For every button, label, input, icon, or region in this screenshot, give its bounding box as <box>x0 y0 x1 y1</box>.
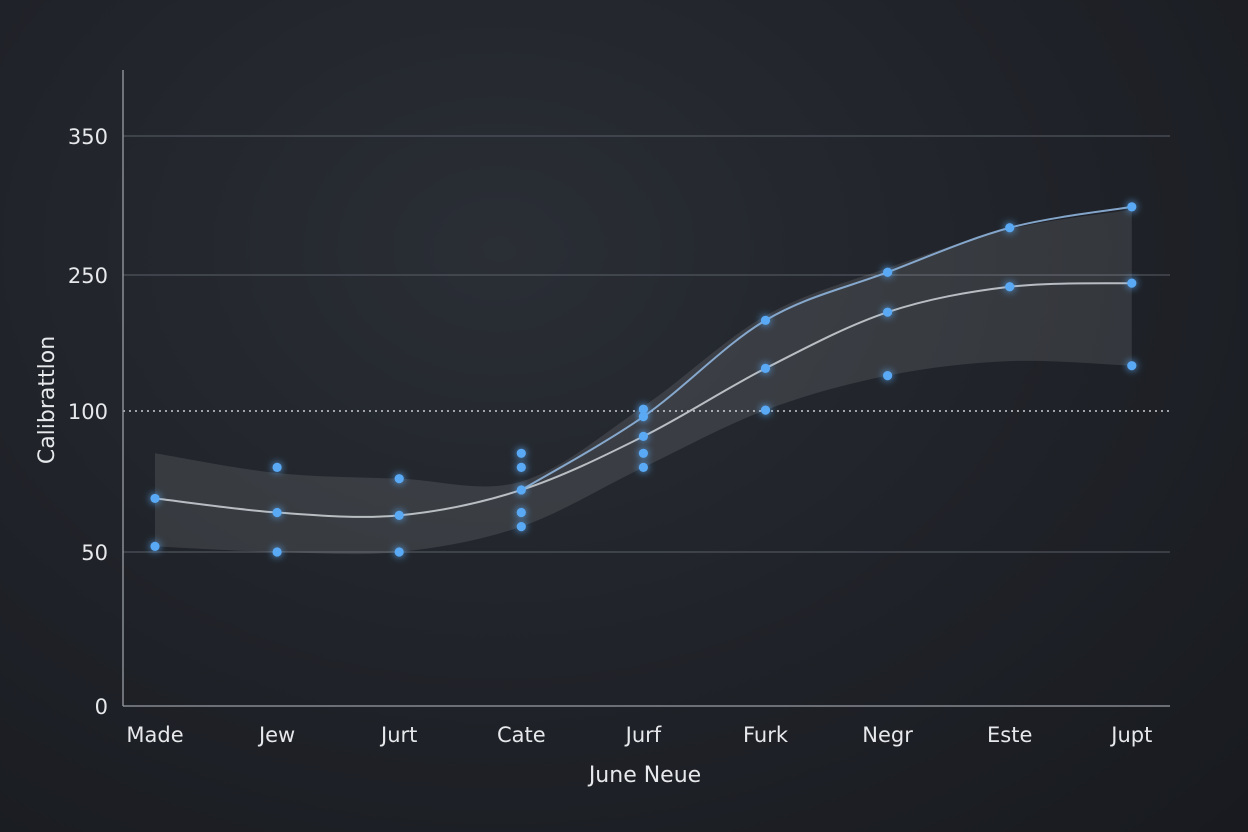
data-point <box>760 315 771 325</box>
x-axis-title: June Neue <box>587 763 701 788</box>
data-point <box>516 507 526 518</box>
data-point <box>150 541 160 551</box>
trend-line-upper <box>520 205 1132 491</box>
data-point <box>272 547 282 557</box>
data-point <box>1127 278 1137 288</box>
x-tick-label: Jupt <box>1109 723 1152 747</box>
y-tick-labels: 0 50 100 250 350 <box>68 125 108 719</box>
data-point <box>883 371 893 381</box>
x-tick-label: Jew <box>257 723 295 747</box>
data-point <box>883 307 893 317</box>
x-tick-label: Made <box>126 723 183 747</box>
data-point <box>516 462 526 472</box>
x-tick-label: Cate <box>497 723 546 747</box>
data-point <box>394 510 404 520</box>
data-point <box>638 431 649 441</box>
data-point <box>638 448 649 458</box>
y-tick-label: 50 <box>81 541 108 565</box>
data-point <box>883 267 893 277</box>
data-point <box>1005 223 1015 233</box>
y-tick-label: 350 <box>68 125 108 149</box>
x-tick-label: Este <box>987 723 1032 747</box>
data-point <box>760 363 771 373</box>
data-point <box>150 493 160 504</box>
confidence-band <box>155 209 1132 555</box>
x-tick-label: Negr <box>862 723 913 747</box>
x-tick-label: Furk <box>743 723 789 747</box>
data-point <box>272 462 282 472</box>
data-point <box>1127 202 1137 212</box>
y-axis-title: Calibrattlon <box>35 336 60 464</box>
x-tick-labels: Made Jew Jurt Cate Jurf Furk Negr Este Jupt <box>126 723 1152 747</box>
data-point <box>638 404 649 414</box>
data-point <box>638 412 649 422</box>
data-point <box>394 547 404 557</box>
data-point <box>272 507 282 518</box>
axes <box>122 70 1170 707</box>
data-point <box>516 522 526 532</box>
data-point <box>394 474 404 484</box>
x-tick-label: Jurt <box>379 723 417 747</box>
y-tick-label: 250 <box>68 264 108 288</box>
data-point <box>1127 361 1137 371</box>
data-point <box>516 448 526 458</box>
x-tick-label: Jurf <box>624 723 662 747</box>
data-point <box>760 405 771 415</box>
y-tick-label: 0 <box>95 695 108 719</box>
y-tick-label: 100 <box>68 400 108 424</box>
data-point <box>638 462 649 472</box>
data-point <box>1005 282 1015 292</box>
data-points <box>150 202 1137 557</box>
confidence-band-area <box>155 209 1132 555</box>
data-point <box>516 485 526 495</box>
